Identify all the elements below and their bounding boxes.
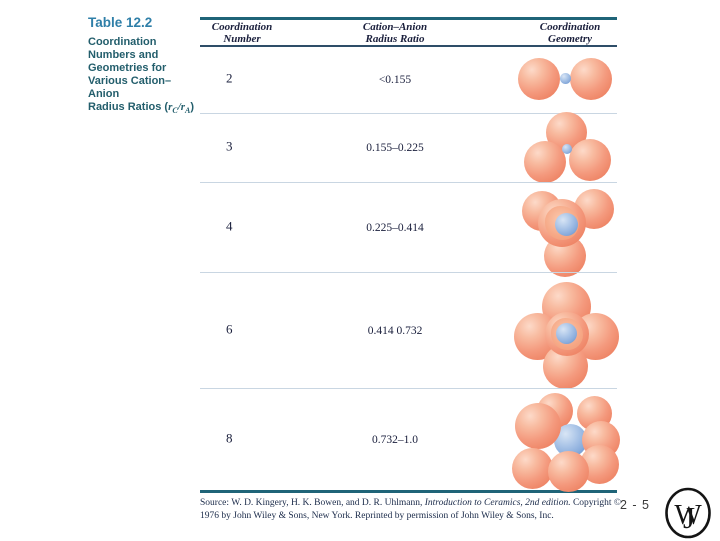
cation-sphere	[562, 144, 572, 154]
table-bottom-rule	[200, 490, 617, 493]
radius-ratio-value: <0.155	[378, 74, 412, 86]
coordination-number-value: 6	[226, 321, 233, 337]
table-row: 6 0.414 0.732	[200, 272, 619, 389]
coordination-number-value: 2	[226, 70, 233, 86]
wiley-monogram-w: W	[674, 499, 702, 531]
trigonal-geometry-illustration	[522, 112, 614, 186]
table-caption: Coordination Numbers and Geometries for …	[88, 36, 200, 117]
cubic-geometry-illustration	[512, 393, 620, 492]
radius-ratio-value: 0.414 0.732	[367, 324, 423, 337]
anion-sphere	[548, 451, 589, 492]
anion-sphere	[515, 403, 561, 449]
radius-ratio-value: 0.155–0.225	[366, 142, 424, 154]
table-header-row: Coordination Number Cation–Anion Radius …	[200, 20, 617, 45]
table-row: 8 0.732–1.0	[200, 388, 620, 492]
table-row: 3 0.155–0.225	[200, 112, 617, 183]
header-coordination-geometry: Coordination Geometry	[539, 21, 601, 45]
header-coordination-number: Coordination Number	[211, 21, 273, 45]
anion-sphere	[570, 58, 612, 100]
coordination-number-value: 8	[226, 430, 233, 446]
caption-line: Geometries for	[88, 62, 167, 74]
table-body: 2 <0.155 3 0.155–0.225	[200, 47, 620, 492]
linear-geometry-illustration	[516, 56, 616, 102]
anion-sphere	[524, 141, 566, 183]
table-row: 2 <0.155	[200, 47, 617, 113]
tetrahedral-geometry-illustration	[518, 187, 616, 277]
cation-sphere	[556, 323, 577, 344]
caption-line: Various Cation–Anion	[88, 75, 172, 100]
caption-line-radius-ratios: Radius Ratios (rC/rA)	[88, 101, 195, 116]
anion-sphere	[569, 139, 611, 181]
anion-sphere	[518, 58, 560, 100]
source-citation: Source: W. D. Kingery, H. K. Bowen, and …	[200, 498, 622, 522]
anion-sphere	[512, 448, 553, 489]
coordination-number-value: 3	[226, 138, 233, 154]
octahedral-geometry-illustration	[514, 282, 619, 389]
table-caption-block: Table 12.2 Coordination Numbers and Geom…	[88, 15, 200, 117]
wiley-logo: W J	[665, 487, 711, 539]
header-radius-ratio: Cation–Anion Radius Ratio	[362, 21, 428, 45]
table-row: 4 0.225–0.414	[200, 182, 617, 277]
caption-line: Coordination	[88, 36, 157, 48]
wiley-monogram-j: J	[683, 500, 695, 535]
coordination-number-value: 4	[226, 218, 233, 234]
radius-ratio-value: 0.225–0.414	[366, 221, 424, 234]
radius-ratio-value: 0.732–1.0	[372, 433, 418, 446]
page-number: 2 - 5	[620, 498, 651, 512]
caption-line: Numbers and	[88, 49, 159, 61]
table-top-rule	[200, 17, 617, 20]
table-title: Table 12.2	[88, 15, 153, 30]
cation-sphere	[555, 213, 578, 236]
header-underline	[200, 45, 617, 47]
cation-sphere	[560, 73, 571, 84]
coordination-table: Coordination Number Cation–Anion Radius …	[200, 17, 620, 493]
